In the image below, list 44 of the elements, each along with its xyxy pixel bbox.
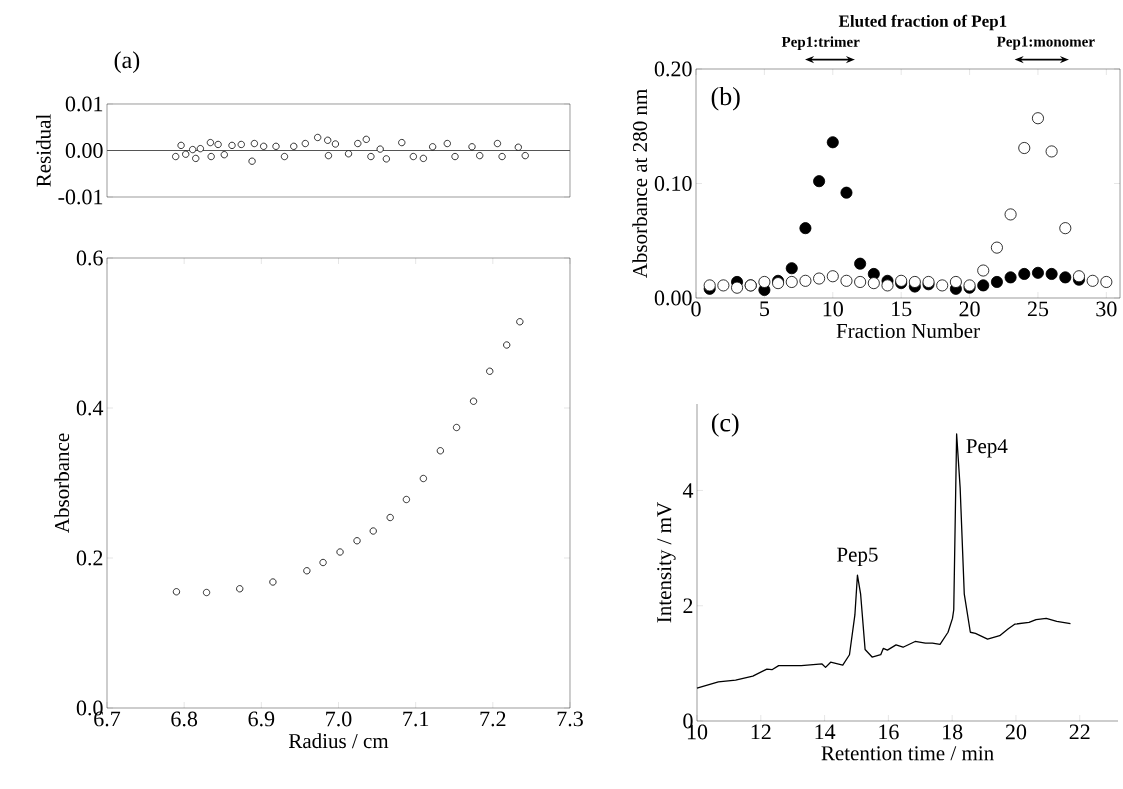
y-tick-label: 0.6 xyxy=(76,250,103,266)
x-tick-label: 7.2 xyxy=(480,711,506,727)
y-tick-label: 0.4 xyxy=(76,400,104,416)
x-tick-label: 7.1 xyxy=(403,711,429,727)
y-axis-title: Absorbance at 280 nm xyxy=(632,89,648,279)
y-axis-title: Intensity / mV xyxy=(657,502,676,623)
x-tick-label: 5 xyxy=(760,301,770,317)
x-tick-label: 7.3 xyxy=(557,711,583,727)
x-tick-label: 7.0 xyxy=(326,711,352,727)
annotation: (c) xyxy=(711,413,739,437)
x-tick-label: 16 xyxy=(879,724,899,740)
y-tick-label: 4 xyxy=(682,483,694,498)
text: Eluted fraction of Pep1 xyxy=(838,14,1007,31)
y-axis-title: Absorbance xyxy=(54,433,70,533)
x-tick-label: 15 xyxy=(892,301,912,317)
x-axis-title: Radius / cm xyxy=(288,733,389,749)
x-axis-title: Fraction Number xyxy=(836,323,980,339)
x-tick-label: 12 xyxy=(751,724,771,740)
x-tick-label: 22 xyxy=(1069,724,1090,740)
annotation: Pep4 xyxy=(966,439,1008,458)
x-tick-label: 20 xyxy=(959,301,980,317)
x-axis-title: Retention time / min xyxy=(821,746,994,761)
text: Pep1:trimer xyxy=(781,36,860,50)
x-tick-label: 30 xyxy=(1096,301,1117,317)
annotation: Pep5 xyxy=(837,547,878,566)
x-tick-label: 14 xyxy=(815,724,836,740)
x-tick-label: 10 xyxy=(823,301,843,317)
x-tick-label: 25 xyxy=(1027,301,1049,317)
y-tick-label: 0.2 xyxy=(76,550,103,566)
text: (a) xyxy=(114,51,140,74)
x-tick-label: 6.9 xyxy=(248,711,275,727)
y-tick-label: 0.00 xyxy=(65,143,103,158)
y-tick-label: 0.20 xyxy=(654,61,692,77)
x-tick-label: 6.8 xyxy=(171,711,198,727)
x-tick-label: 20 xyxy=(1005,724,1027,740)
x-tick-label: 18 xyxy=(943,724,963,740)
y-tick-label: 0.00 xyxy=(654,290,692,306)
y-tick-label: -0.01 xyxy=(58,189,103,205)
y-tick-label: 0.01 xyxy=(65,96,103,112)
annotation: (b) xyxy=(711,86,740,111)
y-tick-label: 0.10 xyxy=(654,176,692,191)
text: Pep1:monomer xyxy=(996,36,1095,50)
y-axis-title: Residual xyxy=(36,114,51,187)
y-tick-label: 2 xyxy=(683,598,693,614)
